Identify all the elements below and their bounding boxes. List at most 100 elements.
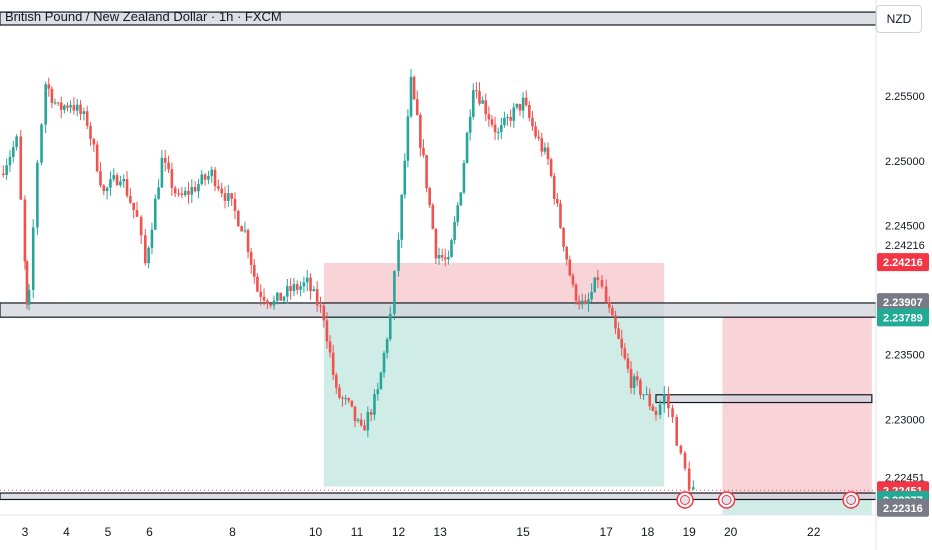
candle-body	[490, 119, 494, 125]
candle-body	[521, 97, 525, 111]
candle-body	[259, 291, 263, 297]
candle-body	[506, 117, 509, 119]
candle-body	[5, 165, 8, 175]
candle-body	[648, 393, 652, 407]
candle-body	[233, 198, 237, 211]
candle-body	[190, 187, 194, 195]
candle-body	[403, 160, 407, 195]
candle-body	[393, 270, 396, 314]
zone-mid-band[interactable]	[0, 302, 877, 318]
stop-zone-1[interactable]	[323, 262, 665, 303]
candle-body	[604, 286, 608, 303]
candle-body	[240, 226, 243, 232]
candle-body	[667, 394, 670, 409]
candle-body	[434, 228, 438, 259]
x-tick-label: 20	[724, 525, 738, 539]
candle-body	[302, 282, 306, 287]
candle-body	[503, 117, 506, 126]
candle-body	[496, 132, 500, 134]
candle-body	[559, 203, 562, 228]
candle-body	[122, 178, 126, 182]
currency-button[interactable]: NZD	[876, 5, 922, 33]
price-tag-label: 2.23789	[883, 312, 923, 324]
stop-zone-2[interactable]	[722, 317, 872, 500]
candle-body	[596, 277, 600, 281]
candle-body	[422, 147, 425, 156]
candle-body	[437, 254, 441, 259]
candle-body	[19, 136, 23, 200]
candle-body	[132, 202, 135, 211]
zone-small-band[interactable]	[655, 394, 873, 404]
candle-body	[75, 104, 79, 111]
candle-body	[289, 286, 292, 292]
candle-body	[69, 105, 72, 108]
candle-body	[556, 198, 559, 204]
candle-body	[315, 289, 319, 306]
candle-body	[2, 173, 5, 175]
price-tag-3[interactable]	[877, 308, 929, 327]
candle-body	[600, 280, 604, 287]
y-tick-label: 2.23000	[885, 414, 925, 426]
y-tick-label: 2.23500	[885, 350, 925, 362]
candle-body	[230, 193, 233, 199]
candle-body	[285, 286, 289, 297]
candle-body	[431, 205, 435, 229]
x-tick-label: 4	[63, 525, 70, 539]
price-tag-label: 2.23907	[883, 297, 923, 309]
candle-body	[620, 338, 624, 349]
candle-body	[623, 348, 627, 359]
candle-body	[95, 144, 99, 172]
y-tick-label: 2.25000	[885, 156, 925, 168]
candle-body	[328, 341, 332, 353]
candle-body	[31, 227, 35, 290]
price-tag-label: 2.24216	[883, 257, 923, 269]
candle-body	[593, 277, 597, 293]
candle-body	[23, 199, 27, 262]
candle-body	[72, 105, 76, 111]
x-tick-label: 18	[641, 525, 655, 539]
candle-body	[312, 289, 316, 292]
candle-body	[334, 374, 338, 388]
candle-body	[197, 184, 200, 192]
price-tag-7[interactable]	[877, 498, 929, 517]
candle-body	[587, 299, 590, 304]
candle-body	[534, 126, 537, 137]
candle-body	[540, 138, 544, 152]
candle-body	[102, 185, 106, 192]
candle-body	[82, 111, 86, 114]
candle-body	[611, 307, 614, 316]
candle-body	[139, 216, 143, 236]
candle-body	[187, 190, 190, 195]
target-zone-2[interactable]	[722, 499, 872, 515]
candle-body	[671, 408, 674, 418]
target-zone-1[interactable]	[323, 302, 665, 487]
x-tick-label: 13	[433, 525, 447, 539]
price-axis[interactable]	[876, 0, 932, 550]
candle-body	[262, 296, 266, 301]
candle-body	[382, 352, 386, 373]
candle-body	[44, 84, 47, 125]
candle-body	[388, 313, 392, 340]
candle-body	[493, 124, 497, 133]
price-tag-2[interactable]	[877, 293, 929, 312]
event-flag-inner-1	[680, 495, 691, 505]
candle-body	[562, 227, 565, 247]
candle-body	[47, 84, 51, 89]
candle-body	[53, 102, 57, 104]
price-tag-1[interactable]	[877, 253, 929, 272]
candle-body	[373, 394, 376, 415]
candle-body	[584, 300, 587, 304]
candle-body	[8, 156, 12, 166]
candle-body	[59, 102, 63, 110]
candle-body	[129, 195, 132, 203]
x-tick-label: 3	[22, 525, 29, 539]
candle-body	[487, 114, 491, 120]
candle-body	[85, 111, 89, 126]
y-tick-label: 2.25500	[885, 91, 925, 103]
candle-body	[295, 284, 299, 290]
candle-body	[157, 187, 160, 199]
zone-bottom-band[interactable]	[0, 492, 877, 501]
candle-body	[412, 76, 416, 100]
